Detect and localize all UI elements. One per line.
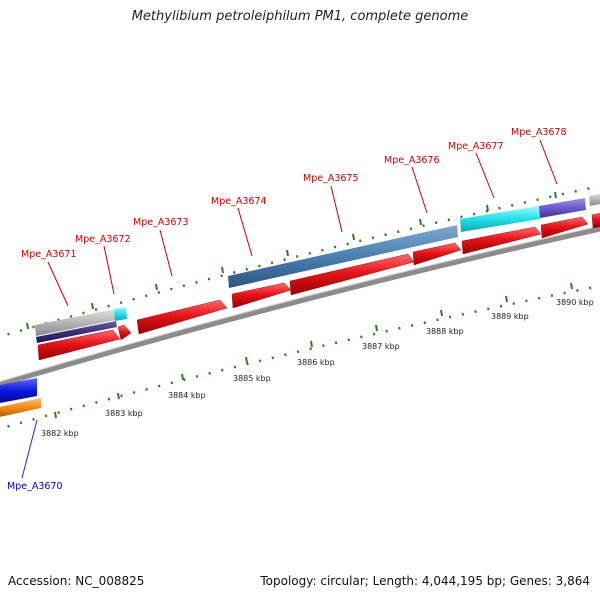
leader-line [103,245,115,295]
ruler-tick [91,302,94,310]
genome-summary-text: Topology: circular; Length: 4,044,195 bp… [260,574,590,588]
feature-gray-edge[interactable] [589,193,600,206]
feature-steelblue-Mpe_A3674[interactable] [228,225,458,288]
cds-arrow[interactable] [117,324,132,341]
ruler-tick [440,309,443,317]
feature-cyan-Mpe_A3677[interactable] [460,206,540,232]
scale-label: 3883 kbp [105,409,143,418]
scale-label: 3886 kbp [297,358,335,367]
upper-ruler-major-ticks [26,191,557,330]
ruler-tick [375,324,378,332]
genome-backbone [0,226,600,388]
feature-gray-Mpe_A3671[interactable] [35,309,116,336]
ruler-tick [419,218,422,226]
cds-arrow[interactable] [412,242,462,266]
gene-label-Mpe_A3676[interactable]: Mpe_A3676 [384,155,440,166]
scale-label: 3887 kbp [362,342,400,351]
ruler-tick [117,392,120,400]
upper-ruler [0,184,600,338]
gene-label-Mpe_A3671[interactable]: Mpe_A3671 [21,249,77,260]
ruler-tick [26,322,29,330]
ruler-tick [554,191,557,199]
map-title: Methylibium petroleiphilum PM1, complete… [131,9,469,24]
scale-label: 3888 kbp [426,327,464,336]
cds-arrow[interactable] [37,329,121,361]
scale-label: 3884 kbp [168,391,206,400]
ruler-tick [486,204,489,212]
lower-ruler: 3882 kbp 3883 kbp 3884 kbp 3885 kbp 3886… [0,282,600,438]
gene-label-Mpe_A3672[interactable]: Mpe_A3672 [75,234,131,245]
cds-arrow[interactable] [540,216,589,239]
feature-cyan-Mpe_A3672[interactable] [114,307,127,321]
gene-label-Mpe_A3677[interactable]: Mpe_A3677 [448,141,504,152]
label-leaders [21,139,558,479]
gene-label-Mpe_A3674[interactable]: Mpe_A3674 [211,196,267,207]
feature-orange-Mpe_A3670[interactable] [0,398,41,418]
leader-line [21,419,38,479]
ruler-tick [286,249,289,257]
gene-label-Mpe_A3678[interactable]: Mpe_A3678 [511,127,567,138]
leader-line [475,152,495,199]
leader-line [330,185,343,233]
feature-navy-Mpe_A3671[interactable] [36,321,117,343]
ruler-tick [352,233,355,241]
gene-label-Mpe_A3675[interactable]: Mpe_A3675 [303,173,359,184]
ruler-tick [505,295,508,303]
cds-arrow[interactable] [461,226,542,255]
leader-line [539,139,558,185]
lower-ruler-major-ticks [54,282,573,419]
scale-label: 3885 kbp [233,374,271,383]
accession-text: Accession: NC_008825 [8,574,145,588]
leader-line [159,229,173,277]
scale-label: 3889 kbp [491,312,529,321]
cds-arrow[interactable] [591,212,600,229]
ruler-tick [155,283,158,291]
ruler-tick [221,266,224,274]
ruler-tick [245,356,248,364]
ruler-tick [54,411,57,419]
ruler-tick [181,373,184,381]
leader-line [411,166,428,214]
gene-label-Mpe_A3673[interactable]: Mpe_A3673 [133,217,189,228]
leader-line [47,261,69,307]
feature-blue-Mpe_A3670[interactable] [0,378,37,404]
gene-label-Mpe_A3670[interactable]: Mpe_A3670 [7,481,63,492]
feature-purple-Mpe_A3678[interactable] [539,198,586,218]
ruler-tick [570,282,573,290]
ruler-tick [310,340,313,348]
cds-arrow[interactable] [136,299,228,335]
scale-label: 3882 kbp [41,429,79,438]
genome-backbone-highlight [0,225,600,383]
scale-label: 3890 kbp [556,298,594,307]
cds-track [37,212,600,361]
leader-line [237,207,253,257]
